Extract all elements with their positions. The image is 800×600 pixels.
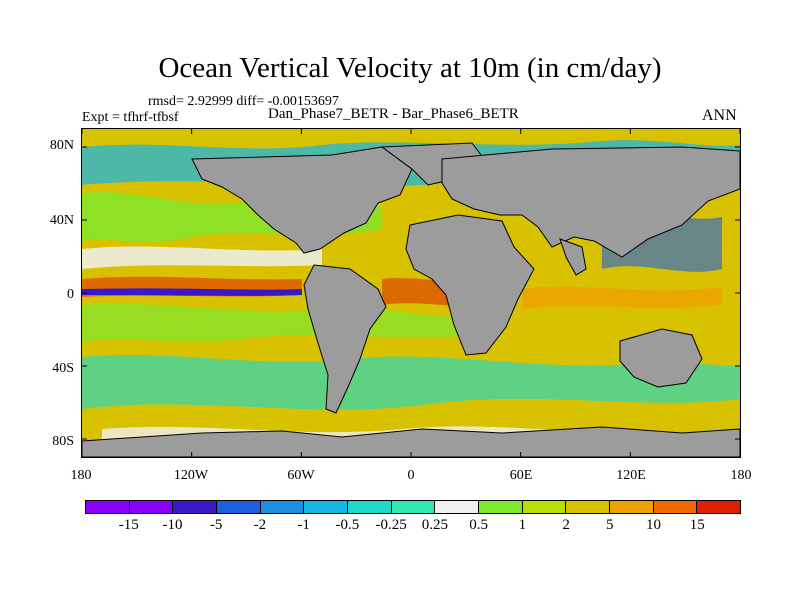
colorbar-bin	[217, 501, 261, 513]
map-grid	[81, 129, 741, 457]
colorbar	[85, 500, 741, 514]
colorbar-label: 15	[689, 517, 705, 533]
y-tick-0: 0	[67, 287, 74, 302]
colorbar-label: 1	[518, 517, 527, 533]
land-africa	[405, 214, 535, 356]
colorbar-bin	[435, 501, 480, 513]
colorbar-label: 10	[646, 517, 662, 533]
x-tick-180w: 180	[70, 468, 92, 483]
colorbar-bin	[86, 501, 130, 513]
colorbar-bin	[304, 501, 349, 513]
colorbar-bin	[348, 501, 392, 513]
x-tick-180e: 180	[730, 468, 752, 483]
colorbar-label: -0.25	[375, 517, 407, 533]
x-tick-120w: 120W	[173, 468, 209, 483]
x-tick-60e: 60E	[509, 468, 533, 483]
map-canvas	[81, 129, 741, 458]
colorbar-label: -10	[162, 517, 183, 533]
colorbar-bin	[610, 501, 654, 513]
colorbar-label: 5	[606, 517, 614, 533]
colorbar-label: -0.5	[335, 517, 360, 533]
colorbar-label: 0.25	[421, 517, 448, 533]
map-title: Ocean Vertical Velocity at 10m (in cm/da…	[158, 52, 662, 84]
map-panel	[81, 128, 741, 458]
y-tick-80s: 80S	[52, 434, 74, 449]
colorbar-label: -2	[253, 517, 267, 533]
y-tick-80n: 80N	[49, 138, 74, 153]
colorbar-label: 0.5	[469, 517, 488, 533]
map-subtitle: Dan_Phase7_BETR - Bar_Phase6_BETR	[268, 106, 519, 122]
land-south-america	[303, 264, 387, 414]
x-tick-0: 0	[407, 468, 415, 483]
colorbar-bin	[522, 501, 567, 513]
colorbar-label: 2	[562, 517, 570, 533]
experiment-label: Expt = tfhrf-tfbsf	[82, 110, 179, 125]
colorbar-bin	[697, 501, 741, 513]
colorbar-label: -15	[118, 517, 139, 533]
season-label: ANN	[702, 107, 737, 124]
colorbar-bin	[479, 501, 523, 513]
y-tick-40s: 40S	[52, 361, 74, 376]
colorbar-bin	[566, 501, 611, 513]
colorbar-bin	[173, 501, 218, 513]
land-india	[559, 238, 587, 276]
colorbar-bin	[129, 501, 174, 513]
land-australia	[619, 328, 703, 388]
colorbar-bin	[391, 501, 436, 513]
colorbar-bin	[653, 501, 698, 513]
x-tick-60w: 60W	[287, 468, 315, 483]
colorbar-label: -5	[209, 517, 223, 533]
colorbar-bin	[260, 501, 305, 513]
colorbar-label: -1	[297, 517, 310, 533]
land-masses	[81, 142, 741, 458]
x-tick-120e: 120E	[616, 468, 646, 483]
stats-text: rmsd= 2.92999 diff= -0.00153697	[148, 94, 339, 109]
y-tick-40n: 40N	[49, 213, 74, 228]
